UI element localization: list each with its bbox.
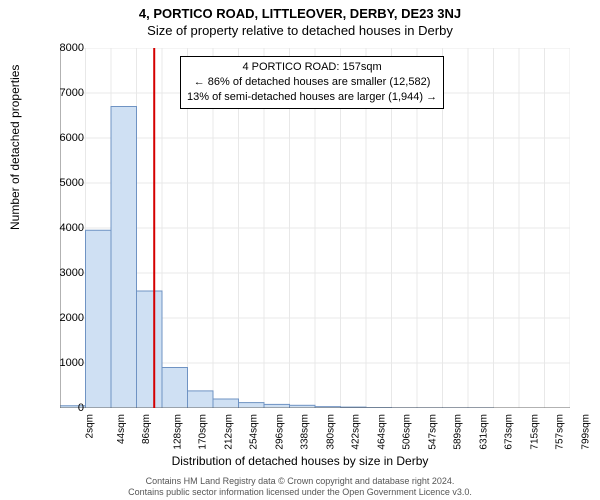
footer-attribution: Contains HM Land Registry data © Crown c… [0, 476, 600, 499]
x-tick-label: 254sqm [249, 414, 260, 450]
x-tick-label: 631sqm [478, 414, 489, 450]
x-tick-label: 547sqm [427, 414, 438, 450]
x-axis-label: Distribution of detached houses by size … [0, 454, 600, 468]
x-tick-label: 86sqm [141, 414, 152, 444]
x-tick-label: 715sqm [529, 414, 540, 450]
x-tick-label: 296sqm [274, 414, 285, 450]
x-tick-label: 799sqm [580, 414, 591, 450]
x-tick-label: 673sqm [504, 414, 515, 450]
x-tick-label: 464sqm [376, 414, 387, 450]
x-tick-label: 757sqm [555, 414, 566, 450]
y-tick-label: 3000 [44, 267, 84, 279]
x-tick-label: 506sqm [402, 414, 413, 450]
x-tick-label: 589sqm [453, 414, 464, 450]
chart-container: 4 PORTICO ROAD: 157sqm ← 86% of detached… [60, 48, 570, 408]
y-tick-label: 8000 [44, 42, 84, 54]
x-tick-label: 380sqm [325, 414, 336, 450]
annotation-line-2: ← 86% of detached houses are smaller (12… [187, 75, 437, 90]
y-axis-label: Number of detached properties [8, 65, 22, 230]
page-subtitle: Size of property relative to detached ho… [0, 21, 600, 38]
y-tick-label: 4000 [44, 222, 84, 234]
y-tick-label: 2000 [44, 312, 84, 324]
annotation-box: 4 PORTICO ROAD: 157sqm ← 86% of detached… [180, 56, 444, 109]
y-tick-label: 5000 [44, 177, 84, 189]
footer-line-2: Contains public sector information licen… [0, 487, 600, 498]
x-tick-label: 212sqm [223, 414, 234, 450]
y-tick-label: 6000 [44, 132, 84, 144]
x-tick-label: 2sqm [84, 414, 95, 438]
y-tick-label: 0 [44, 402, 84, 414]
x-tick-label: 128sqm [172, 414, 183, 450]
x-tick-label: 44sqm [116, 414, 127, 444]
page-title: 4, PORTICO ROAD, LITTLEOVER, DERBY, DE23… [0, 0, 600, 21]
x-tick-label: 170sqm [198, 414, 209, 450]
x-tick-label: 422sqm [351, 414, 362, 450]
annotation-line-3: 13% of semi-detached houses are larger (… [187, 90, 437, 105]
x-tick-label: 338sqm [300, 414, 311, 450]
annotation-line-1: 4 PORTICO ROAD: 157sqm [187, 60, 437, 75]
y-tick-label: 1000 [44, 357, 84, 369]
footer-line-1: Contains HM Land Registry data © Crown c… [0, 476, 600, 487]
y-tick-label: 7000 [44, 87, 84, 99]
